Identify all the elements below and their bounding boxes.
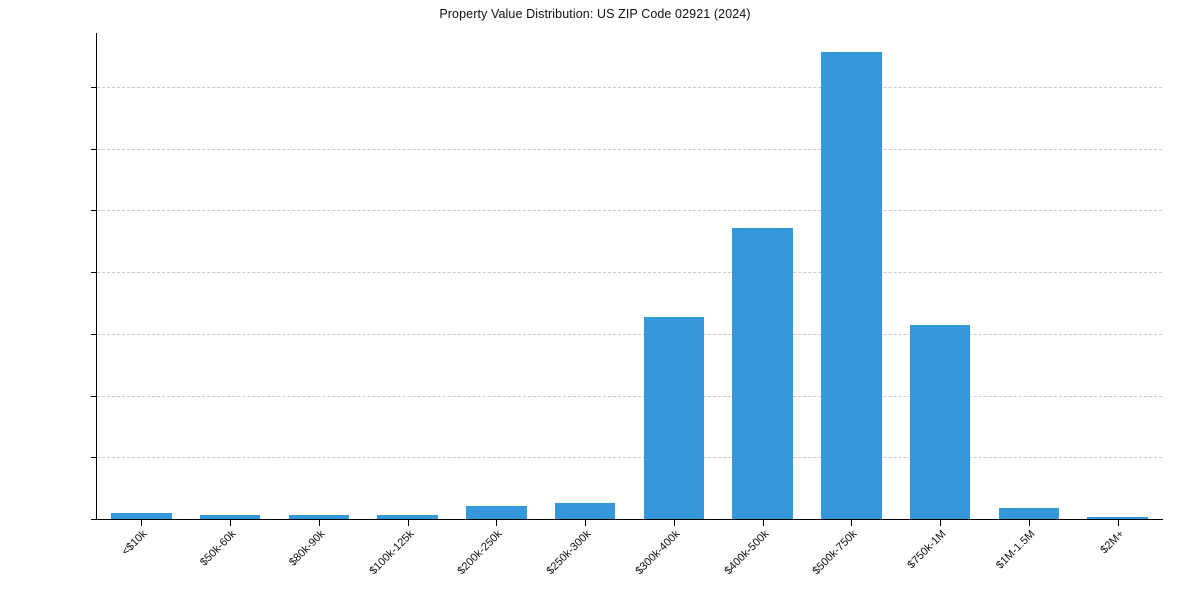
- x-tick-label: $200k-250k: [455, 528, 505, 578]
- chart-title: Property Value Distribution: US ZIP Code…: [439, 7, 751, 21]
- bar[interactable]: [199, 514, 261, 519]
- x-tick-mark: [851, 520, 853, 526]
- y-gridline: [97, 272, 1162, 274]
- y-tick-mark: [91, 87, 97, 88]
- y-gridline: [97, 210, 1162, 212]
- bar[interactable]: [554, 502, 616, 519]
- bar[interactable]: [111, 513, 172, 519]
- x-tick-mark: [407, 520, 409, 526]
- bar[interactable]: [643, 316, 705, 519]
- y-tick-mark: [91, 519, 97, 520]
- bar[interactable]: [377, 515, 438, 519]
- x-tick-mark: [1117, 520, 1119, 526]
- x-tick-label: <$10k: [119, 528, 150, 558]
- x-tick-mark: [496, 520, 498, 526]
- x-tick-label: $100k-125k: [366, 528, 417, 578]
- x-tick-label: $2M+: [1097, 528, 1127, 557]
- y-gridline: [97, 457, 1162, 459]
- x-tick-label: $750k-1M: [905, 528, 949, 572]
- x-tick-label: $50k-60k: [198, 528, 239, 569]
- x-tick-label: $250k-300k: [544, 528, 594, 578]
- x-tick-mark: [585, 520, 587, 526]
- x-tick-label: $300k-400k: [633, 528, 683, 578]
- y-tick-mark: [91, 210, 97, 212]
- x-tick-mark: [673, 520, 675, 526]
- y-tick-mark: [91, 333, 97, 335]
- plot-area: [97, 33, 1162, 519]
- y-tick-mark: [91, 148, 97, 150]
- bar[interactable]: [466, 505, 527, 519]
- y-tick-mark: [91, 395, 97, 397]
- x-tick-mark: [318, 520, 320, 526]
- y-tick-mark: [91, 457, 97, 459]
- x-tick-mark: [762, 520, 764, 526]
- x-tick-mark: [141, 520, 143, 526]
- y-gridline: [97, 395, 1162, 397]
- y-axis-line: [96, 33, 97, 520]
- x-axis-line: [96, 519, 1163, 520]
- x-tick-label: $1M-1.5M: [993, 528, 1038, 572]
- y-gridline: [97, 333, 1162, 335]
- bar[interactable]: [288, 514, 350, 519]
- x-tick-mark: [230, 520, 232, 526]
- y-gridline: [97, 87, 1162, 88]
- y-tick-mark: [91, 272, 97, 274]
- x-tick-mark: [1028, 520, 1030, 526]
- bar[interactable]: [1087, 517, 1148, 519]
- x-tick-label: $80k-90k: [286, 528, 328, 569]
- x-tick-mark: [940, 520, 942, 526]
- bar[interactable]: [909, 325, 971, 519]
- bar[interactable]: [998, 507, 1060, 519]
- bar[interactable]: [821, 52, 882, 519]
- x-tick-label: $500k-750k: [810, 528, 860, 578]
- x-tick-label: $400k-500k: [721, 528, 772, 578]
- y-gridline: [97, 148, 1162, 150]
- bar[interactable]: [732, 228, 793, 519]
